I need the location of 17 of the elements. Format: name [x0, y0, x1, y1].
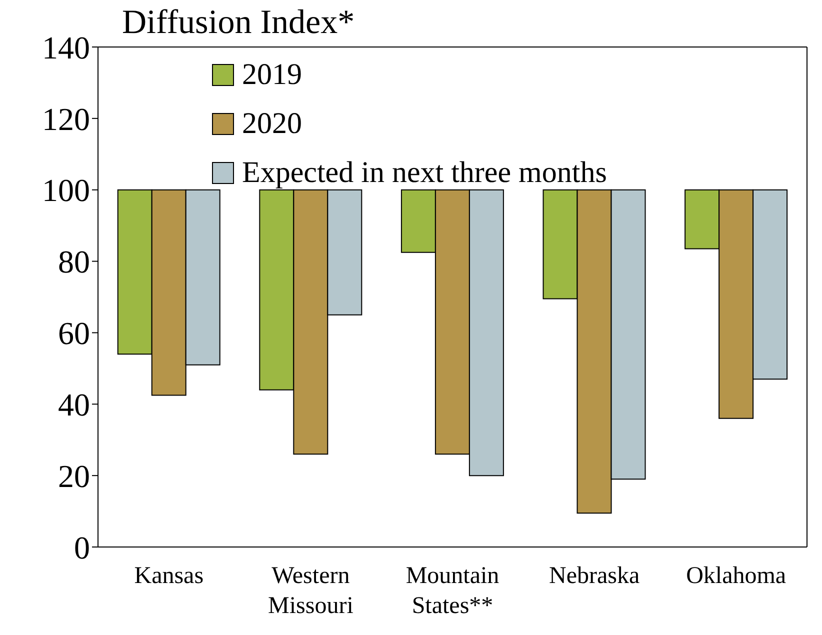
- y-tick-label: 60: [58, 315, 90, 352]
- x-tick-label: Mountain States**: [406, 563, 500, 619]
- y-tick-label: 20: [58, 458, 90, 494]
- legend-label: Expected in next three months: [242, 156, 607, 190]
- y-tick-label: 120: [42, 100, 90, 137]
- x-tick-label: Western Missouri: [268, 563, 354, 619]
- y-tick-label: 0: [74, 529, 90, 566]
- legend-label: 2019: [242, 58, 302, 92]
- y-tick-label: 80: [58, 244, 90, 280]
- chart-title: Diffusion Index*: [122, 4, 355, 42]
- y-tick-label: 140: [42, 29, 90, 66]
- x-tick-label: Oklahoma: [686, 563, 786, 589]
- legend-label: 2020: [242, 106, 302, 140]
- x-tick-label: Nebraska: [548, 563, 640, 589]
- x-tick-label: Kansas: [134, 563, 204, 589]
- y-tick-label: 40: [58, 386, 90, 423]
- y-tick-label: 100: [42, 172, 90, 208]
